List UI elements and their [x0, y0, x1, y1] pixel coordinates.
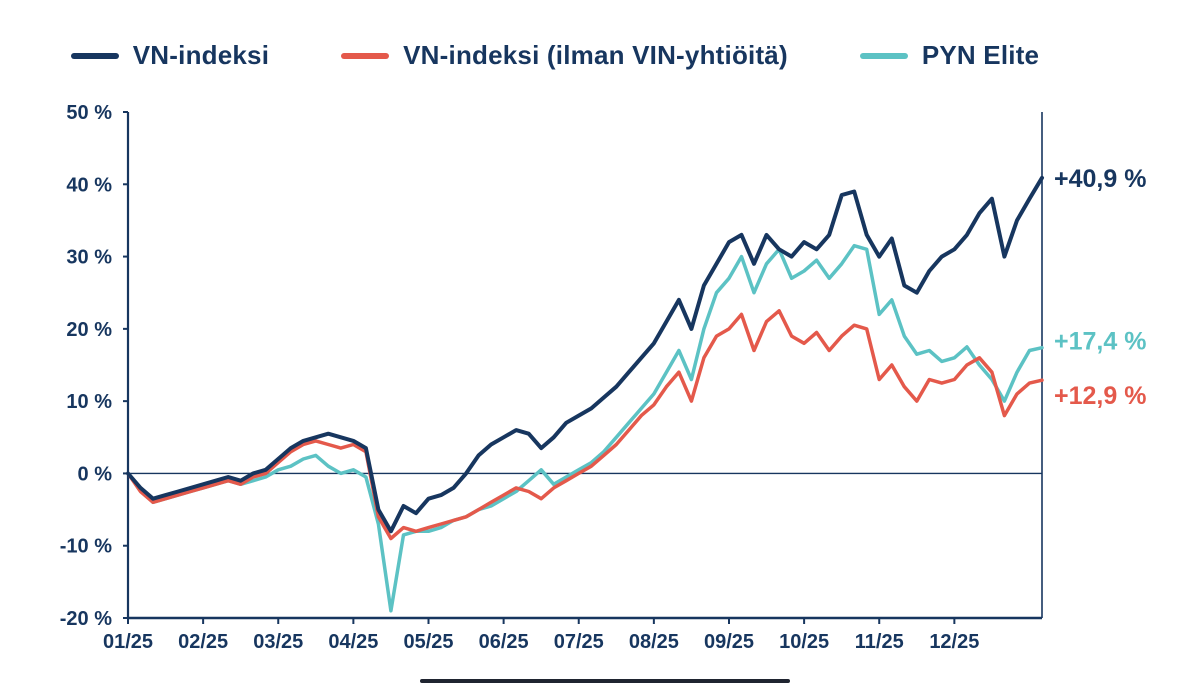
y-tick-label: 10 %: [66, 391, 112, 413]
x-tick-label: 01/25: [103, 631, 153, 653]
series-line-2: [126, 243, 1044, 613]
bottom-divider: [420, 679, 790, 683]
series-line-1: [126, 309, 1044, 541]
legend-label-vn-indeksi: VN-indeksi: [132, 40, 270, 70]
legend-swatch-vn-indeksi-ilman-vin: [341, 52, 390, 59]
series-line-0: [126, 175, 1044, 534]
legend-item-vn-indeksi: VN-indeksi: [70, 40, 270, 71]
x-tick-label: 08/25: [629, 631, 679, 653]
chart-svg: 50 % 40 % 30 % 20 % 10 % 0 % -10 % -20 %01/25 02…: [60, 102, 1147, 653]
x-tick-label: 10/25: [779, 631, 829, 653]
end-label-2: +17,4 %: [1054, 328, 1146, 356]
y-tick-label: 50 %: [66, 102, 112, 124]
legend-item-vn-indeksi-ilman-vin: VN-indeksi (ilman VIN-yhtiöitä): [341, 40, 788, 71]
y-tick-label: -20 %: [60, 608, 112, 630]
legend-swatch-vn-indeksi: [70, 52, 119, 59]
y-tick-label: 0 %: [78, 463, 113, 485]
y-tick-label: 30 %: [66, 247, 112, 269]
y-tick-label: 40 %: [66, 174, 112, 196]
end-label-1: +12,9 %: [1054, 382, 1146, 410]
x-tick-label: 03/25: [253, 631, 303, 653]
end-label-0: +40,9 %: [1054, 165, 1146, 193]
x-tick-label: 05/25: [403, 631, 453, 653]
x-tick-label: 12/25: [929, 631, 979, 653]
x-tick-label: 07/25: [554, 631, 604, 653]
legend-swatch-pyn-elite: [859, 52, 908, 59]
x-tick-label: 11/25: [855, 631, 904, 653]
chart-legend: VN-indeksi VN-indeksi (ilman VIN-yhtiöit…: [0, 40, 1110, 71]
x-tick-label: 09/25: [704, 631, 754, 653]
y-tick-label: -10 %: [60, 536, 112, 558]
x-tick-label: 04/25: [328, 631, 378, 653]
legend-item-pyn-elite: PYN Elite: [859, 40, 1040, 71]
legend-label-vn-indeksi-ilman-vin: VN-indeksi (ilman VIN-yhtiöitä): [403, 40, 788, 70]
x-tick-label: 06/25: [479, 631, 529, 653]
y-tick-label: 20 %: [66, 319, 112, 341]
x-tick-label: 02/25: [178, 631, 228, 653]
legend-label-pyn-elite: PYN Elite: [921, 40, 1040, 70]
